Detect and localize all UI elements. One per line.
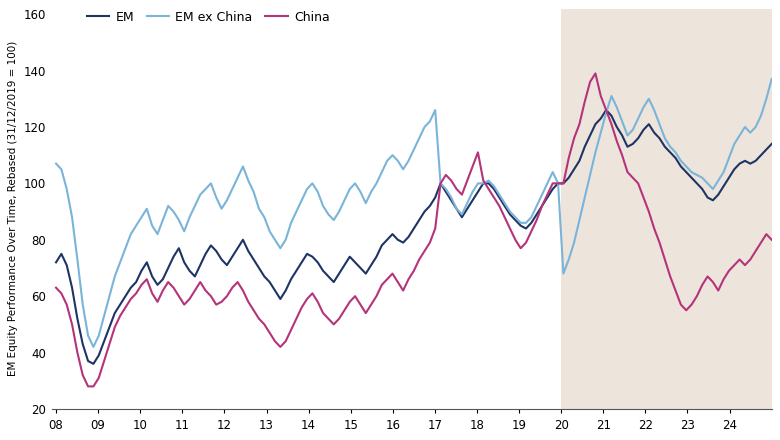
EM xyxy=(601,107,611,113)
Line: China: China xyxy=(56,73,771,386)
Line: EM: EM xyxy=(56,110,771,364)
EM xyxy=(51,260,61,265)
Bar xyxy=(561,8,780,409)
Line: EM ex China: EM ex China xyxy=(56,79,771,347)
China xyxy=(729,263,739,268)
China xyxy=(83,384,93,389)
EM ex China xyxy=(51,161,61,166)
China xyxy=(51,285,61,290)
EM ex China xyxy=(676,158,686,163)
EM ex China xyxy=(89,344,98,349)
China xyxy=(463,178,472,183)
EM xyxy=(729,167,739,172)
EM ex China xyxy=(222,198,232,203)
EM ex China xyxy=(463,201,472,206)
EM ex China xyxy=(767,77,776,82)
EM xyxy=(682,169,691,175)
China xyxy=(569,136,579,141)
China xyxy=(590,71,600,76)
EM ex China xyxy=(725,155,734,161)
EM xyxy=(436,181,445,186)
Y-axis label: EM Equity Performance Over Time, Rebased (31/12/2019 = 100): EM Equity Performance Over Time, Rebased… xyxy=(9,41,19,376)
China xyxy=(767,237,776,242)
China xyxy=(682,308,691,313)
China xyxy=(436,181,445,186)
EM ex China xyxy=(569,240,579,245)
EM xyxy=(222,263,232,268)
EM xyxy=(89,361,98,367)
EM xyxy=(767,141,776,147)
EM ex China xyxy=(436,181,445,186)
Legend: EM, EM ex China, China: EM, EM ex China, China xyxy=(87,11,330,24)
EM xyxy=(463,206,472,211)
China xyxy=(222,293,232,299)
EM xyxy=(569,167,579,172)
